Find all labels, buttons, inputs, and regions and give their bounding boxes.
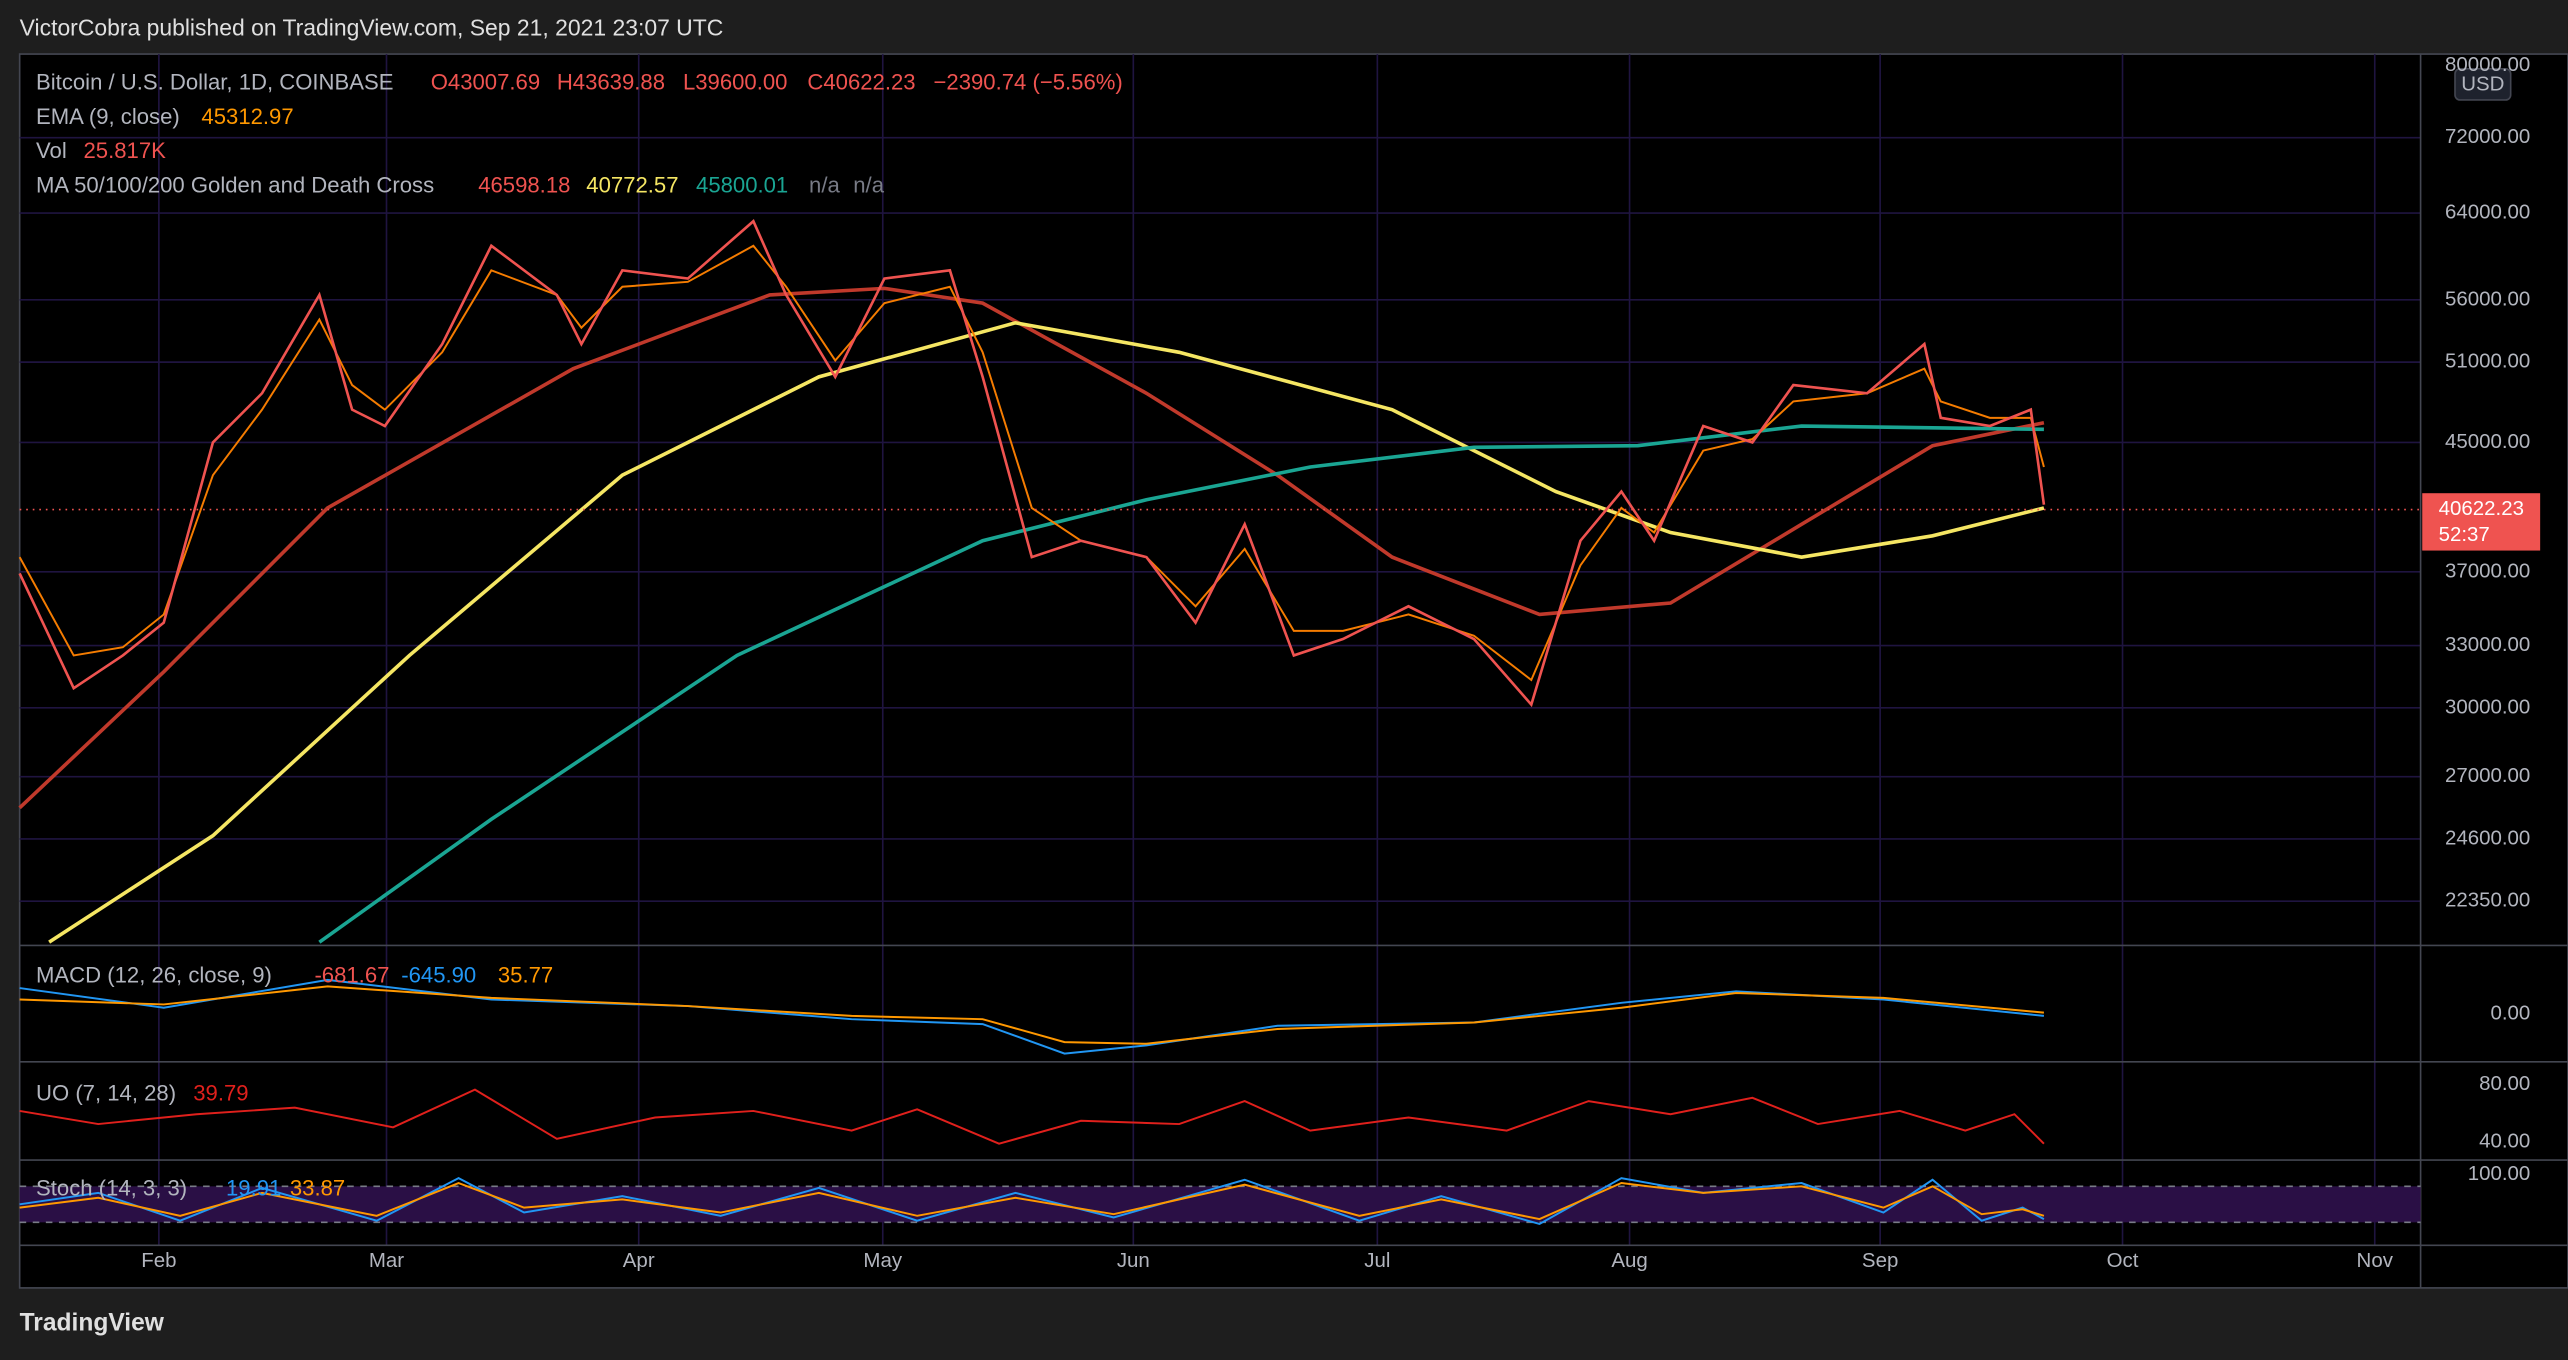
price-line bbox=[18, 219, 2046, 708]
time-tick: Aug bbox=[1611, 1249, 1647, 1272]
uo-line bbox=[19, 1088, 2045, 1145]
uo-tick: 80.00 bbox=[2479, 1072, 2530, 1095]
price-tick: 37000.00 bbox=[2445, 559, 2530, 582]
price-tick: 64000.00 bbox=[2445, 200, 2530, 223]
stoch-label: Stoch (14, 3, 3) bbox=[36, 1175, 187, 1200]
ma-value: 45800.01 bbox=[696, 173, 788, 198]
price-tick: 27000.00 bbox=[2445, 764, 2530, 787]
time-tick: Jun bbox=[1117, 1249, 1150, 1272]
ma-value: 40772.57 bbox=[586, 173, 678, 198]
price-tick: 33000.00 bbox=[2445, 633, 2530, 656]
macd-value: -645.90 bbox=[401, 962, 476, 987]
currency-box bbox=[2454, 68, 2512, 101]
ma-value: 46598.18 bbox=[478, 173, 570, 198]
time-tick: Feb bbox=[141, 1249, 176, 1272]
ma-value: n/a bbox=[853, 173, 884, 198]
high: H43639.88 bbox=[557, 69, 665, 94]
attribution: VictorCobra published on TradingView.com… bbox=[20, 15, 724, 41]
price-tick: 24600.00 bbox=[2445, 826, 2530, 849]
ema-label: EMA (9, close) bbox=[36, 104, 180, 129]
vol-value: 25.817K bbox=[84, 138, 167, 163]
last-price-box bbox=[2422, 493, 2541, 551]
price-tick: 22350.00 bbox=[2445, 889, 2530, 912]
close: C40622.23 bbox=[807, 69, 915, 94]
vertical-grid bbox=[158, 54, 2376, 1246]
stoch-d bbox=[19, 1181, 2045, 1221]
ma-value: n/a bbox=[809, 173, 840, 198]
low: L39600.00 bbox=[683, 69, 787, 94]
price-tick: 56000.00 bbox=[2445, 287, 2530, 310]
price-tick: 51000.00 bbox=[2445, 350, 2530, 373]
macd-value: -681.67 bbox=[314, 962, 389, 987]
stoch-tick: 100.00 bbox=[2468, 1162, 2531, 1185]
time-tick: Oct bbox=[2107, 1249, 2139, 1272]
stoch-value: 19.91 bbox=[226, 1175, 281, 1200]
time-tick: May bbox=[863, 1249, 902, 1272]
currency: USD bbox=[2461, 73, 2504, 96]
footer-brand: TradingView bbox=[20, 1309, 165, 1336]
time-tick: Mar bbox=[369, 1249, 404, 1272]
time-tick: Jul bbox=[1364, 1249, 1390, 1272]
time-tick: Nov bbox=[2357, 1249, 2394, 1272]
stoch-value: 33.87 bbox=[290, 1175, 345, 1200]
pane-separators bbox=[19, 54, 2568, 1288]
chart-frame bbox=[18, 53, 2568, 1289]
stoch-k bbox=[19, 1177, 2045, 1226]
countdown: 52:37 bbox=[2439, 523, 2490, 546]
price-tick: 72000.00 bbox=[2445, 125, 2530, 148]
symbol: Bitcoin / U.S. Dollar, 1D, COINBASE bbox=[36, 69, 393, 94]
macd-tick: 0.00 bbox=[2490, 1002, 2530, 1025]
last-price: 40622.23 bbox=[2439, 497, 2524, 520]
ema-value: 45312.97 bbox=[201, 104, 293, 129]
uo-tick: 40.00 bbox=[2479, 1129, 2530, 1152]
stoch-band bbox=[19, 1186, 2421, 1223]
ema-line bbox=[18, 244, 2045, 682]
price-tick: 45000.00 bbox=[2445, 430, 2530, 453]
time-tick: Sep bbox=[1862, 1249, 1898, 1272]
macd-value: 35.77 bbox=[498, 962, 553, 987]
time-tick: Apr bbox=[623, 1249, 655, 1272]
change: −2390.74 (−5.56%) bbox=[934, 69, 1123, 94]
ma200-line bbox=[318, 424, 2044, 944]
ma100-line bbox=[48, 320, 2045, 944]
price-tick: 80000.00 bbox=[2445, 53, 2530, 76]
uo-label: UO (7, 14, 28) bbox=[36, 1080, 176, 1105]
ma-label: MA 50/100/200 Golden and Death Cross bbox=[36, 173, 434, 198]
uo-value: 39.79 bbox=[193, 1080, 248, 1105]
macd-line bbox=[19, 978, 2045, 1055]
macd-label: MACD (12, 26, close, 9) bbox=[36, 962, 272, 987]
price-tick: 30000.00 bbox=[2445, 695, 2530, 718]
open: O43007.69 bbox=[431, 69, 540, 94]
signal-line bbox=[19, 985, 2045, 1045]
vol-label: Vol bbox=[36, 138, 67, 163]
